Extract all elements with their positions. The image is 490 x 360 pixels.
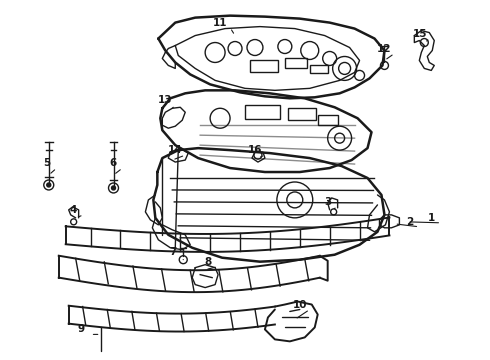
- Text: 3: 3: [324, 197, 331, 207]
- Text: 11: 11: [213, 18, 227, 28]
- Circle shape: [112, 186, 116, 190]
- Text: 2: 2: [406, 217, 413, 227]
- Text: 16: 16: [248, 145, 262, 155]
- Text: 13: 13: [158, 95, 172, 105]
- Text: 15: 15: [413, 28, 428, 39]
- Text: 1: 1: [428, 213, 435, 223]
- Bar: [318, 115, 338, 125]
- Bar: [310, 66, 328, 73]
- Text: 9: 9: [77, 324, 84, 334]
- Text: 7: 7: [170, 247, 177, 257]
- Bar: [285, 58, 307, 68]
- Text: 10: 10: [293, 300, 307, 310]
- Text: 8: 8: [204, 257, 212, 267]
- Text: 5: 5: [43, 158, 50, 168]
- Bar: [245, 105, 280, 119]
- Text: 14: 14: [168, 145, 183, 155]
- Circle shape: [47, 183, 51, 187]
- Bar: [288, 108, 316, 120]
- Bar: [250, 60, 278, 72]
- Text: 6: 6: [109, 158, 116, 168]
- Text: 12: 12: [377, 44, 392, 54]
- Text: 4: 4: [70, 205, 77, 215]
